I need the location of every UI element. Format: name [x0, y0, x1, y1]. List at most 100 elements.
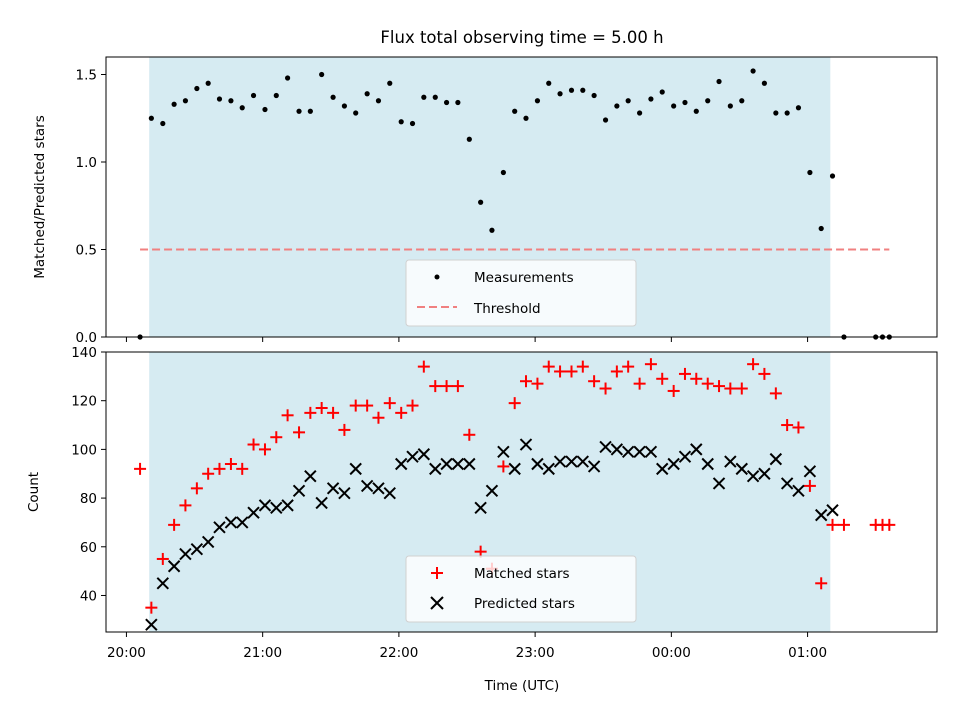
measurement-point: [182, 98, 189, 104]
measurement-point: [228, 98, 234, 104]
matched-star-marker: [134, 462, 147, 475]
measurement-point: [160, 120, 166, 127]
matched-star-marker: [270, 431, 283, 444]
matched-star-marker: [338, 423, 351, 436]
matched-star-marker: [644, 358, 657, 371]
predicted-star-marker: [292, 484, 306, 497]
measurement-point: [648, 96, 654, 102]
predicted-star-marker: [758, 467, 771, 480]
predicted-star-marker: [531, 457, 544, 471]
measurement-point: [148, 115, 154, 121]
predicted-star-marker: [678, 450, 692, 463]
measurement-point: [773, 110, 779, 116]
predicted-star-marker: [599, 440, 612, 454]
matched-star-marker: [792, 421, 805, 434]
matched-star-marker: [565, 365, 578, 378]
matched-star-marker: [236, 462, 249, 475]
measurement-point: [716, 78, 722, 85]
predicted-stars-points: [145, 438, 839, 631]
predicted-star-marker: [814, 508, 828, 522]
predicted-star-marker: [508, 462, 521, 476]
measurement-point: [671, 103, 677, 109]
predicted-star-marker: [372, 482, 385, 495]
legend-label-threshold: Threshold: [473, 301, 541, 317]
predicted-star-marker: [769, 452, 783, 466]
measurement-point: [341, 103, 348, 109]
matched-star-marker: [224, 458, 237, 470]
predicted-star-marker: [326, 482, 340, 495]
top-y-tick-label: 1.0: [76, 155, 97, 171]
bottom-y-tick-label: 100: [71, 442, 97, 458]
matched-star-marker: [304, 406, 317, 419]
predicted-star-marker: [167, 560, 181, 573]
matched-star-marker: [769, 387, 782, 400]
bottom-legend: Matched stars Predicted stars: [405, 555, 637, 623]
matched-star-marker: [576, 360, 589, 373]
predicted-star-marker: [803, 465, 817, 478]
predicted-star-marker: [792, 484, 805, 497]
matched-star-marker: [815, 577, 828, 590]
matched-star-marker: [349, 399, 362, 412]
matched-star-marker: [327, 406, 340, 419]
bottom-y-axis-ticks: 40 60 80 100 120 140: [71, 345, 106, 604]
measurement-point: [761, 80, 767, 86]
measurement-point: [682, 99, 688, 106]
bottom-y-tick-label: 120: [71, 394, 97, 410]
measurement-point: [296, 108, 302, 114]
bottom-axes-frame: [105, 351, 938, 633]
predicted-star-marker: [587, 460, 601, 473]
measurement-point: [693, 108, 699, 114]
measurement-point: [602, 117, 609, 123]
matched-star-marker: [315, 402, 328, 414]
predicted-star-marker: [497, 445, 510, 459]
predicted-star-marker: [553, 455, 567, 468]
measurement-point: [534, 98, 541, 104]
measurement-point: [795, 105, 802, 111]
matched-star-marker: [463, 428, 476, 441]
measurement-point: [307, 108, 313, 114]
measurement-point: [443, 99, 450, 106]
measurement-point: [591, 92, 597, 99]
measurement-point: [364, 91, 370, 97]
measurement-point: [375, 98, 382, 104]
measurement-point: [421, 94, 427, 100]
predicted-star-marker: [542, 462, 555, 476]
measurement-point: [500, 169, 506, 176]
predicted-star-marker: [406, 450, 419, 463]
matched-star-marker: [554, 365, 567, 378]
measurement-point: [557, 91, 563, 97]
measurement-point: [432, 94, 438, 100]
predicted-star-marker: [667, 457, 680, 471]
predicted-star-marker: [735, 462, 748, 476]
x-tick-label: 21:00: [243, 645, 282, 661]
top-y-axis-ticks: 0.0 0.5 1.0 1.5: [76, 68, 106, 346]
predicted-star-marker: [451, 457, 465, 471]
measurement-point: [250, 92, 257, 99]
predicted-star-marker: [247, 506, 260, 519]
predicted-star-marker: [576, 455, 590, 468]
measurement-point: [637, 110, 643, 116]
matched-star-marker: [406, 399, 419, 412]
matched-star-marker: [883, 518, 896, 531]
measurement-point: [512, 108, 518, 114]
legend-label-matched: Matched stars: [474, 566, 570, 582]
bottom-y-tick-label: 140: [71, 345, 97, 361]
matched-star-marker: [735, 382, 748, 395]
top-legend: Measurements Threshold: [405, 259, 637, 327]
measurement-point: [273, 92, 279, 99]
predicted-star-marker: [190, 543, 204, 556]
matched-star-marker: [826, 518, 839, 531]
top-legend-box: [405, 259, 637, 327]
matched-star-marker: [179, 499, 192, 512]
matched-star-marker: [417, 360, 430, 373]
matched-star-marker: [202, 467, 215, 480]
predicted-star-marker: [474, 501, 487, 515]
predicted-star-marker: [383, 487, 396, 500]
matched-star-marker: [610, 365, 623, 378]
predicted-star-marker: [201, 535, 215, 549]
measurement-point: [205, 80, 211, 86]
predicted-star-marker: [270, 501, 283, 515]
predicted-star-marker: [395, 457, 408, 471]
matched-star-marker: [258, 443, 271, 456]
bottom-y-tick-label: 60: [80, 540, 97, 556]
